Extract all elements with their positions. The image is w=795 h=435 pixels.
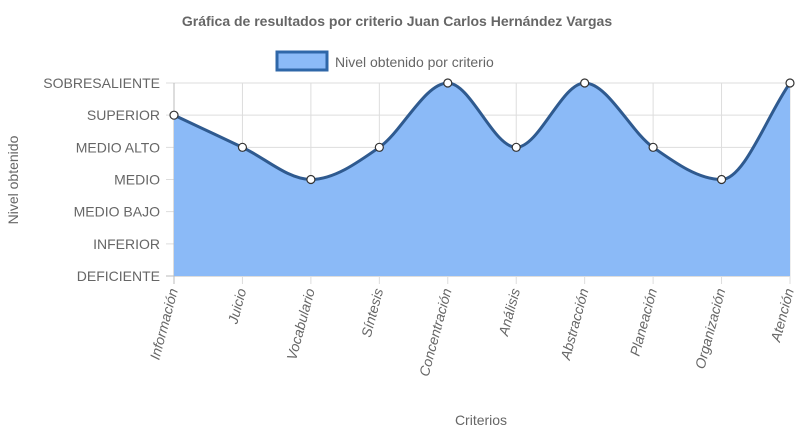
y-tick-label: DEFICIENTE	[77, 268, 160, 284]
y-tick-label: SOBRESALIENTE	[43, 75, 160, 91]
y-tick-label: MEDIO ALTO	[76, 139, 160, 155]
data-point[interactable]	[237, 142, 248, 152]
y-tick-label: INFERIOR	[93, 236, 160, 252]
x-axis-ticks: Información Juicio Vocabulario Síntesis Conc…	[147, 286, 795, 378]
chart-title: Gráfica de resultados por criterio Juan …	[182, 13, 612, 29]
data-point[interactable]	[169, 110, 179, 120]
x-tick-label: Atención	[767, 286, 795, 344]
y-axis-ticks: DEFICIENTE INFERIOR MEDIO BAJO MEDIO MEDIO A…	[43, 75, 160, 284]
x-tick-label: Concentración	[416, 286, 455, 378]
x-tick-label: Información	[147, 286, 181, 361]
series-area	[174, 83, 790, 276]
x-tick-label: Juicio	[224, 286, 249, 326]
y-axis-label: Nivel obtenido	[5, 135, 21, 224]
data-point[interactable]	[306, 174, 316, 185]
series-line	[173, 81, 792, 182]
x-tick-label: Organización	[692, 286, 729, 370]
legend-label[interactable]: Nivel obtenido por criterio	[335, 54, 494, 70]
data-point[interactable]	[785, 78, 795, 88]
data-points	[169, 78, 795, 185]
data-point[interactable]	[716, 174, 727, 185]
legend-swatch[interactable]	[275, 50, 329, 72]
data-point[interactable]	[580, 78, 590, 88]
x-tick-label: Análisis	[495, 287, 523, 339]
x-tick-label: Abstracción	[557, 286, 592, 362]
x-tick-label: Síntesis	[358, 287, 386, 339]
data-point[interactable]	[443, 78, 453, 88]
data-point[interactable]	[648, 142, 658, 152]
data-point[interactable]	[374, 142, 384, 152]
y-tick-label: MEDIO BAJO	[74, 204, 160, 220]
data-point[interactable]	[511, 142, 521, 152]
x-axis-label: Criterios	[455, 412, 507, 428]
x-tick-label: Planeación	[627, 286, 660, 357]
legend[interactable]: Nivel obtenido por criterio	[275, 50, 494, 72]
y-tick-label: SUPERIOR	[87, 107, 160, 123]
y-tick-label: MEDIO	[114, 172, 160, 188]
x-tick-label: Vocabulario	[283, 286, 318, 361]
